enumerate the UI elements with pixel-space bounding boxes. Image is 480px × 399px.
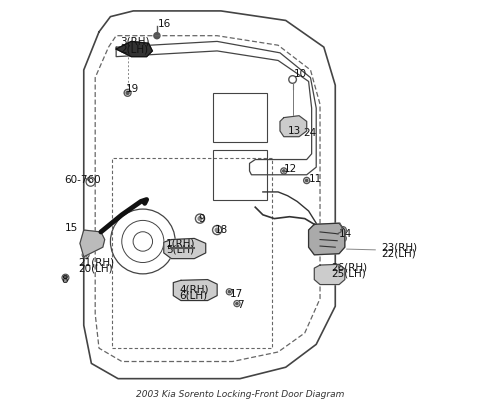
Text: 24: 24 [303,128,316,138]
Text: 14: 14 [339,229,352,239]
Text: 19: 19 [126,84,139,94]
Text: 2(LH): 2(LH) [120,44,148,54]
Circle shape [283,170,285,172]
Circle shape [341,237,345,240]
Text: 17: 17 [229,289,242,299]
Text: 9: 9 [198,213,204,223]
Polygon shape [280,116,307,137]
Text: 15: 15 [65,223,78,233]
Circle shape [84,253,87,256]
Bar [213,150,267,200]
Circle shape [64,276,67,279]
Circle shape [84,246,87,249]
Text: 4(RH): 4(RH) [179,284,208,294]
Text: 13: 13 [288,126,301,136]
Polygon shape [314,264,345,284]
Polygon shape [173,280,217,300]
Circle shape [228,290,230,293]
Text: 25(LH): 25(LH) [332,269,366,279]
Text: 18: 18 [215,225,228,235]
Circle shape [306,180,308,182]
Text: 22(LH): 22(LH) [381,249,416,259]
Text: 5(LH): 5(LH) [166,245,194,255]
Text: 12: 12 [284,164,297,174]
Circle shape [215,228,219,232]
Text: 11: 11 [309,174,322,184]
Text: 10: 10 [293,69,306,79]
Circle shape [341,229,345,231]
Text: 16: 16 [158,19,171,29]
Polygon shape [164,239,206,259]
Bar [213,93,267,142]
Text: 8: 8 [61,275,68,285]
Text: 60-760: 60-760 [65,176,101,186]
Polygon shape [116,41,152,57]
Polygon shape [309,223,345,255]
Circle shape [154,33,160,39]
Text: 3(RH): 3(RH) [120,36,149,46]
Text: 7: 7 [237,300,243,310]
Polygon shape [80,230,105,257]
Text: 1(RH): 1(RH) [166,238,195,248]
Text: 23(RH): 23(RH) [381,242,417,252]
Text: 26(RH): 26(RH) [332,263,368,273]
Text: 2003 Kia Sorento Locking-Front Door Diagram: 2003 Kia Sorento Locking-Front Door Diag… [136,390,344,399]
Text: 20(LH): 20(LH) [78,264,113,274]
Circle shape [236,302,238,305]
Bar [112,158,272,348]
Circle shape [126,91,129,95]
Circle shape [198,217,202,221]
Text: 6(LH): 6(LH) [179,290,207,300]
Text: 21(RH): 21(RH) [78,257,114,267]
